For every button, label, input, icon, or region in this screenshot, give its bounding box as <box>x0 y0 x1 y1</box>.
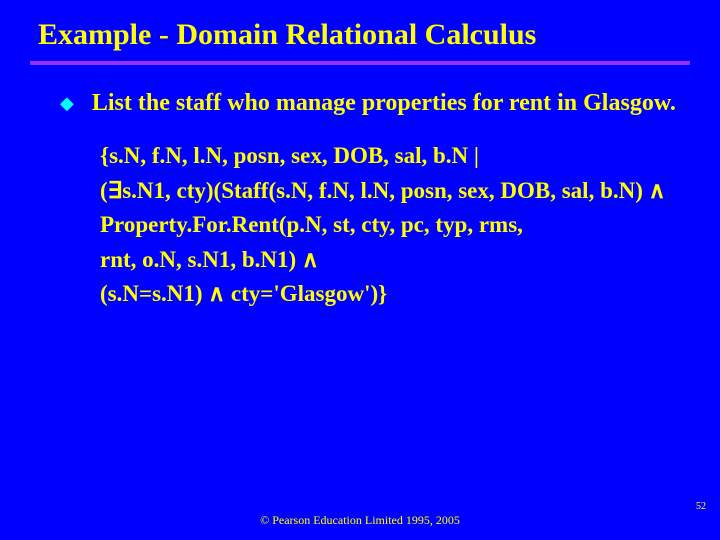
formula-line: {s.N, f.N, l.N, posn, sex, DOB, sal, b.N… <box>100 139 680 174</box>
slide-title: Example - Domain Relational Calculus <box>0 0 720 57</box>
formula-block: {s.N, f.N, l.N, posn, sex, DOB, sal, b.N… <box>60 139 680 312</box>
page-number: 52 <box>696 501 706 512</box>
bullet-item: ◆ List the staff who manage properties f… <box>60 87 680 119</box>
formula-line: (s.N=s.N1) ∧ cty='Glasgow')} <box>100 277 680 312</box>
formula-line: rnt, o.N, s.N1, b.N1) ∧ <box>100 243 680 278</box>
footer-copyright: © Pearson Education Limited 1995, 2005 <box>0 513 720 528</box>
diamond-icon: ◆ <box>60 91 74 116</box>
formula-line: (∃s.N1, cty)(Staff(s.N, f.N, l.N, posn, … <box>100 174 680 209</box>
slide: Example - Domain Relational Calculus ◆ L… <box>0 0 720 540</box>
formula-line: Property.For.Rent(p.N, st, cty, pc, typ,… <box>100 208 680 243</box>
bullet-text: List the staff who manage properties for… <box>92 87 676 119</box>
slide-content: ◆ List the staff who manage properties f… <box>0 65 720 312</box>
